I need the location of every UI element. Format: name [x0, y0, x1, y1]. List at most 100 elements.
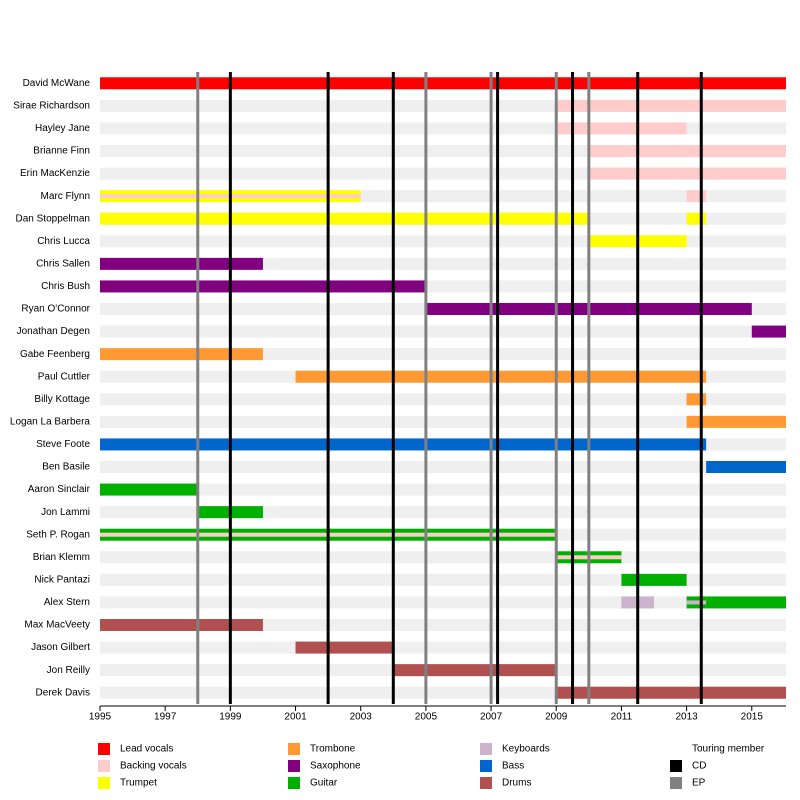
member-bar [686, 393, 707, 406]
legend-label: Trumpet [120, 778, 157, 789]
member-bar [100, 438, 707, 451]
member-name: Derek Davis [36, 687, 90, 698]
member-bar [588, 145, 786, 157]
row-band [100, 573, 786, 586]
legend-label: Keyboards [502, 744, 550, 755]
legend-label: Guitar [310, 778, 338, 789]
legend-swatch [670, 760, 682, 772]
row-band [100, 325, 786, 338]
member-bar [621, 573, 687, 586]
member-bar [588, 167, 786, 180]
row-band [100, 551, 786, 564]
legend-swatch [288, 777, 300, 789]
member-bar [100, 280, 426, 293]
member-name: Jonathan Degen [17, 326, 90, 337]
x-tick-label: 2011 [611, 712, 633, 723]
member-name: Chris Lucca [37, 236, 90, 247]
member-bar [100, 77, 786, 90]
legend-label: Saxophone [310, 761, 361, 772]
member-name: Marc Flynn [41, 191, 90, 202]
legend-label: Lead vocals [120, 744, 173, 755]
member-name: Max MacVeety [24, 620, 90, 631]
row-band [100, 641, 786, 654]
member-bar [556, 122, 687, 135]
member-name: Ryan O'Connor [21, 304, 90, 315]
x-tick-label: 1995 [89, 712, 112, 723]
member-bar [556, 99, 786, 112]
legend-swatch [670, 777, 682, 789]
member-name: Ben Basile [42, 462, 90, 473]
x-tick-label: 2003 [350, 712, 373, 723]
member-name: Logan La Barbera [10, 416, 91, 427]
member-name: Billy Kottage [34, 394, 90, 405]
row-band [100, 461, 786, 473]
member-name: Erin MacKenzie [20, 168, 90, 179]
member-name: Brian Klemm [33, 552, 90, 563]
row-band [100, 348, 786, 361]
member-bar [100, 257, 263, 270]
row-band [100, 619, 786, 631]
member-name: David McWane [23, 78, 91, 89]
member-name: Jon Reilly [47, 665, 90, 676]
member-name: Chris Bush [41, 281, 90, 292]
legend-swatch [480, 777, 492, 789]
row-band [100, 393, 786, 406]
member-bar [686, 415, 786, 428]
member-bar [706, 596, 786, 609]
member-bar [556, 686, 786, 699]
member-name: Jon Lammi [41, 507, 90, 518]
x-tick-label: 1997 [154, 712, 177, 723]
x-tick-label: 1999 [219, 712, 242, 723]
legend-swatch [98, 743, 110, 755]
member-name: Dan Stoppelman [16, 213, 91, 224]
legend-swatch [98, 760, 110, 772]
member-bar [100, 212, 589, 225]
member-bar [100, 619, 263, 631]
legend-label: Bass [502, 761, 524, 772]
member-bar [393, 664, 557, 677]
legend-label: Trombone [310, 744, 356, 755]
legend-swatch [480, 743, 492, 755]
member-bar [686, 212, 707, 225]
member-name: Aaron Sinclair [28, 484, 91, 495]
legend-label: CD [692, 761, 706, 772]
member-name: Nick Pantazi [34, 574, 90, 585]
row-band [100, 596, 786, 609]
member-name: Jason Gilbert [31, 642, 90, 653]
legend-header: Touring member [692, 744, 765, 755]
member-bar [686, 190, 707, 203]
member-name: Seth P. Rogan [26, 529, 90, 540]
row-band [100, 506, 786, 519]
member-name: Gabe Feenberg [20, 349, 90, 360]
member-bar [295, 370, 707, 383]
legend-label: Drums [502, 778, 531, 789]
member-bar-stripe [686, 600, 707, 605]
member-bar [100, 348, 263, 361]
x-tick-label: 2015 [741, 712, 764, 723]
member-name: Hayley Jane [35, 123, 90, 134]
member-bar [751, 325, 786, 338]
x-tick-label: 2005 [415, 712, 438, 723]
member-bar [100, 483, 198, 496]
member-name: Chris Sallen [36, 258, 90, 269]
member-bar [706, 461, 786, 473]
x-tick-label: 2007 [480, 712, 503, 723]
legend-swatch [480, 760, 492, 772]
member-name: Sirae Richardson [13, 100, 90, 111]
legend-swatch [98, 777, 110, 789]
member-name: Brianne Finn [33, 146, 90, 157]
legend-label: Backing vocals [120, 761, 187, 772]
row-band [100, 257, 786, 270]
legend-swatch [288, 760, 300, 772]
legend-label: EP [692, 778, 706, 789]
member-name: Paul Cuttler [38, 371, 91, 382]
legend-swatch [288, 743, 300, 755]
row-band [100, 483, 786, 496]
x-tick-label: 2001 [284, 712, 307, 723]
row-band [100, 415, 786, 428]
x-tick-label: 2013 [675, 712, 698, 723]
member-name: Alex Stern [44, 597, 90, 608]
member-name: Steve Foote [36, 439, 90, 450]
member-bar [295, 641, 394, 654]
